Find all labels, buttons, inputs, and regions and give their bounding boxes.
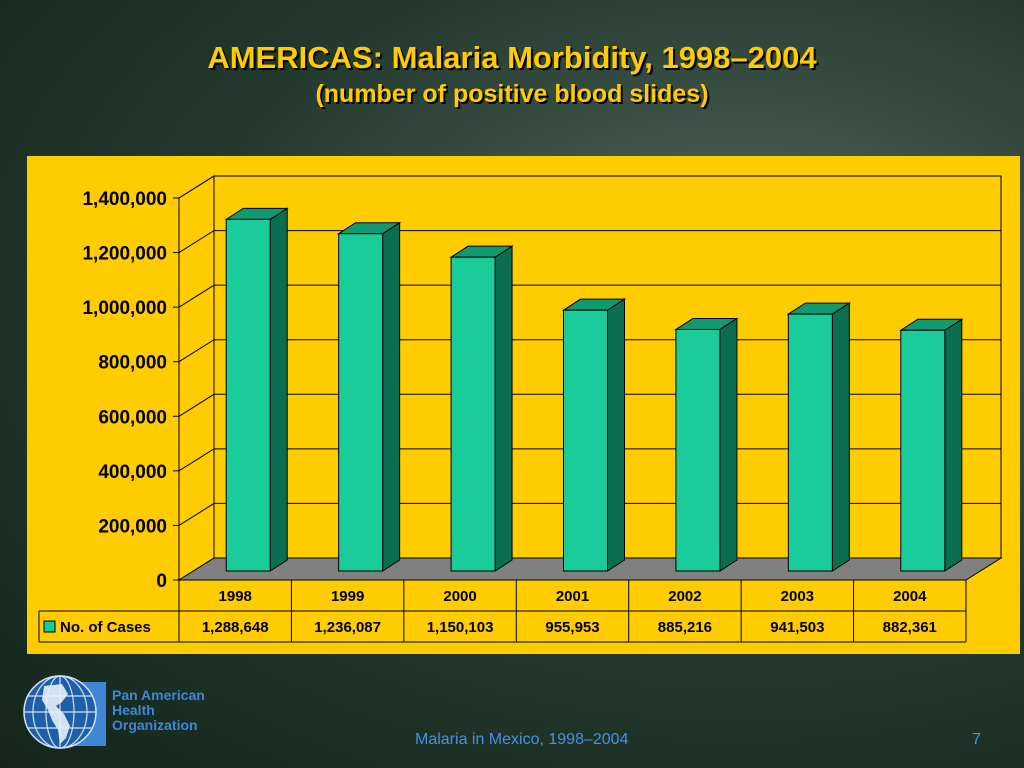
bar xyxy=(450,256,496,572)
x-tick-label: 2001 xyxy=(556,588,589,605)
data-label: 1,236,087 xyxy=(314,619,381,636)
x-tick-label: 2004 xyxy=(893,588,927,605)
footer-text: Malaria in Mexico, 1998–2004 xyxy=(415,731,629,748)
side-wall xyxy=(178,175,215,581)
org-line-1: Pan American xyxy=(112,687,205,703)
bar-2003 xyxy=(786,302,852,572)
slide-title: AMERICAS: Malaria Morbidity, 1998–2004 (… xyxy=(0,38,1024,110)
bar-1999 xyxy=(336,221,402,572)
legend-swatch xyxy=(43,620,56,633)
bar-side xyxy=(719,317,738,572)
bar-side xyxy=(607,298,625,572)
y-tick-label: 600,000 xyxy=(98,407,167,428)
bar-side xyxy=(494,245,513,572)
bar xyxy=(900,329,946,572)
organization-name: Pan American Health Organization xyxy=(112,688,205,733)
data-label: 885,216 xyxy=(658,619,712,636)
data-label: 941,503 xyxy=(770,619,824,636)
bar-side xyxy=(382,221,401,572)
y-tick-label: 0 xyxy=(156,571,167,592)
gridline xyxy=(178,393,1001,417)
org-line-2: Health xyxy=(112,702,155,718)
gridline xyxy=(178,175,1001,199)
bar-side xyxy=(269,207,288,572)
y-tick-label: 400,000 xyxy=(98,462,167,483)
gridline xyxy=(178,339,1001,363)
bar xyxy=(787,313,833,572)
paho-logo xyxy=(23,675,106,749)
bar-1998 xyxy=(224,207,289,572)
title-line: AMERICAS: Malaria Morbidity, 1998–2004 xyxy=(207,40,817,75)
bar-2001 xyxy=(561,298,627,572)
data-label: 1,288,648 xyxy=(202,619,269,636)
x-tick-label: 2002 xyxy=(668,588,701,605)
bar xyxy=(225,218,271,572)
data-label: 955,953 xyxy=(545,619,599,636)
x-tick-label: 2003 xyxy=(781,588,814,605)
bar xyxy=(675,328,721,572)
bar xyxy=(338,233,384,572)
bar-side xyxy=(831,302,850,572)
bar-2002 xyxy=(674,317,739,572)
chart-panel: 0 200,000 400,000 600,000 800,000 1,000,000 1,… xyxy=(27,156,1020,654)
x-tick-label: 2000 xyxy=(443,588,476,605)
gridline xyxy=(178,284,1001,308)
gridline xyxy=(178,230,1001,253)
gridline xyxy=(178,448,1001,472)
bar-chart: 0 200,000 400,000 600,000 800,000 1,000,000 1,… xyxy=(38,175,1003,643)
page-number: 7 xyxy=(972,731,981,748)
bar-2000 xyxy=(449,245,514,572)
gridline xyxy=(178,502,1001,526)
x-tick-label: 1999 xyxy=(331,588,364,605)
y-tick-label: 1,000,000 xyxy=(82,298,167,319)
data-label: 1,150,103 xyxy=(427,619,494,636)
org-line-3: Organization xyxy=(112,717,198,733)
x-tick-label: 1998 xyxy=(219,588,252,605)
bar-2004 xyxy=(899,318,964,572)
subtitle-line: (number of positive blood slides) xyxy=(315,80,709,108)
bar-side xyxy=(944,318,963,572)
y-tick-label: 1,200,000 xyxy=(82,244,167,265)
y-tick-label: 800,000 xyxy=(98,353,167,374)
y-tick-label: 1,400,000 xyxy=(82,189,167,210)
bar xyxy=(563,309,608,572)
y-tick-label: 200,000 xyxy=(98,516,167,537)
data-label: 882,361 xyxy=(883,619,937,636)
legend-label: No. of Cases xyxy=(60,619,151,636)
